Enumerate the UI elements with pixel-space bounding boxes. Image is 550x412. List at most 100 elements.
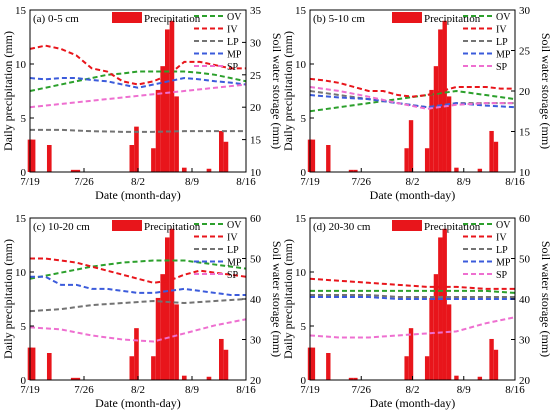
chart-panel-4: 7/19 7/26 8/2 8/9 8/16 0 5 10 15 20 30 40 50 60 Date (… <box>281 213 550 410</box>
x-tick-label: 7/26 <box>74 176 94 188</box>
legend-label-ov: OV <box>496 12 511 23</box>
precipitation-bar <box>326 145 331 172</box>
y-left-tick-label: 15 <box>295 213 307 225</box>
precipitation-bar <box>151 356 156 380</box>
precipitation-bar <box>169 20 175 172</box>
legend-label-sp: SP <box>227 270 239 281</box>
y-right-tick-label: 30 <box>519 5 531 17</box>
x-tick-label: 8/9 <box>185 384 200 396</box>
y-right-tick-label: 40 <box>519 294 531 306</box>
precipitation-bar <box>454 375 459 380</box>
precipitation-bar <box>169 228 175 380</box>
precipitation-bar <box>408 120 414 172</box>
y-right-tick-label: 30 <box>250 335 262 347</box>
x-tick-label: 8/16 <box>236 384 256 396</box>
series-line-sp <box>309 85 515 110</box>
legend-swatch-precipitation <box>112 220 142 231</box>
legend-label-iv: IV <box>496 25 507 36</box>
y-left-tick-label: 5 <box>21 321 27 333</box>
y-left-tick-label: 10 <box>295 267 307 279</box>
x-tick-label: 8/16 <box>505 384 525 396</box>
x-tick-label: 8/16 <box>236 176 256 188</box>
y-left-tick-label: 10 <box>15 59 27 71</box>
precipitation-bar <box>442 228 447 380</box>
y-right-tick-label: 60 <box>519 213 531 225</box>
precipitation-bar <box>30 139 36 172</box>
panel-label: (d) 20-30 cm <box>313 221 371 233</box>
legend-label-sp: SP <box>496 62 508 73</box>
y-left-tick-label: 10 <box>295 59 307 71</box>
precipitation-bar <box>446 304 452 380</box>
legend-label-mp: MP <box>227 50 242 61</box>
legend-label-mp: MP <box>496 258 511 269</box>
x-tick-label: 7/19 <box>20 176 40 188</box>
precipitation-bar <box>438 237 443 380</box>
precipitation-bar <box>310 139 316 172</box>
precipitation-bar <box>348 377 354 380</box>
x-axis-label: Date (month-day) <box>95 188 181 202</box>
legend-label-precipitation: Precipitation <box>144 13 201 25</box>
legend-swatch-precipitation <box>392 12 422 23</box>
y-right-tick-label: 50 <box>250 254 262 266</box>
y-right-tick-label: 60 <box>250 213 262 225</box>
y-right-tick-label: 15 <box>250 135 262 147</box>
y-left-tick-label: 5 <box>301 113 307 125</box>
precipitation-bar <box>493 141 499 172</box>
y-right-tick-label: 35 <box>250 5 262 17</box>
series-line-mp <box>29 77 247 89</box>
y-right-tick-label: 10 <box>250 167 262 179</box>
precipitation-bar <box>70 377 76 380</box>
precipitation-bar <box>429 297 434 380</box>
legend-label-sp: SP <box>227 62 239 73</box>
precipitation-bar <box>219 130 224 172</box>
legend-label-precipitation: Precipitation <box>424 221 481 233</box>
x-tick-label: 8/2 <box>131 384 145 396</box>
y-right-tick-label: 20 <box>250 102 262 114</box>
x-axis-label: Date (month-day) <box>370 396 456 410</box>
precipitation-bar <box>206 376 212 380</box>
precipitation-bar <box>446 96 452 172</box>
precipitation-bar <box>219 338 224 380</box>
y-left-tick-label: 0 <box>301 375 307 387</box>
panel-label: (a) 0-5 cm <box>33 13 79 25</box>
y-left-tick-label: 15 <box>15 213 27 225</box>
precipitation-bar <box>489 130 494 172</box>
legend-label-iv: IV <box>227 25 238 36</box>
precipitation-bar <box>438 29 443 172</box>
y-left-axis-label: Daily precipitation (mm) <box>281 239 295 359</box>
series-line-lp <box>29 298 247 313</box>
series-line-mp <box>310 295 515 300</box>
y-left-tick-label: 15 <box>15 5 27 17</box>
precipitation-bar <box>75 169 81 172</box>
precipitation-bar <box>404 356 409 380</box>
series-line-mp <box>30 275 246 296</box>
precipitation-bar <box>160 274 165 380</box>
precipitation-bar <box>129 145 135 172</box>
legend-label-ov: OV <box>227 220 242 231</box>
legend-swatch-precipitation <box>112 12 142 23</box>
x-tick-label: 8/9 <box>457 176 472 188</box>
y-right-tick-label: 10 <box>519 167 531 179</box>
legend-label-precipitation: Precipitation <box>144 221 201 233</box>
precipitation-bar <box>404 148 409 172</box>
precipitation-bar <box>46 145 52 172</box>
precipitation-bar <box>424 356 430 380</box>
x-tick-label: 8/9 <box>185 176 200 188</box>
y-left-axis-label: Daily precipitation (mm) <box>1 31 15 151</box>
precipitation-bar <box>70 169 76 172</box>
x-tick-label: 8/2 <box>405 384 419 396</box>
precipitation-bar <box>165 237 170 380</box>
precipitation-bar <box>310 347 316 380</box>
precipitation-bar <box>134 328 139 380</box>
legend-label-iv: IV <box>227 233 238 244</box>
precipitation-bar <box>165 29 170 172</box>
y-right-axis-label: Soil water storage (mm) <box>539 241 550 357</box>
precipitation-bar <box>174 304 179 380</box>
legend-label-sp: SP <box>496 270 508 281</box>
precipitation-bar <box>181 375 187 380</box>
precipitation-bar <box>353 377 358 380</box>
precipitation-bar <box>477 168 483 172</box>
precipitation-bar <box>160 66 165 172</box>
